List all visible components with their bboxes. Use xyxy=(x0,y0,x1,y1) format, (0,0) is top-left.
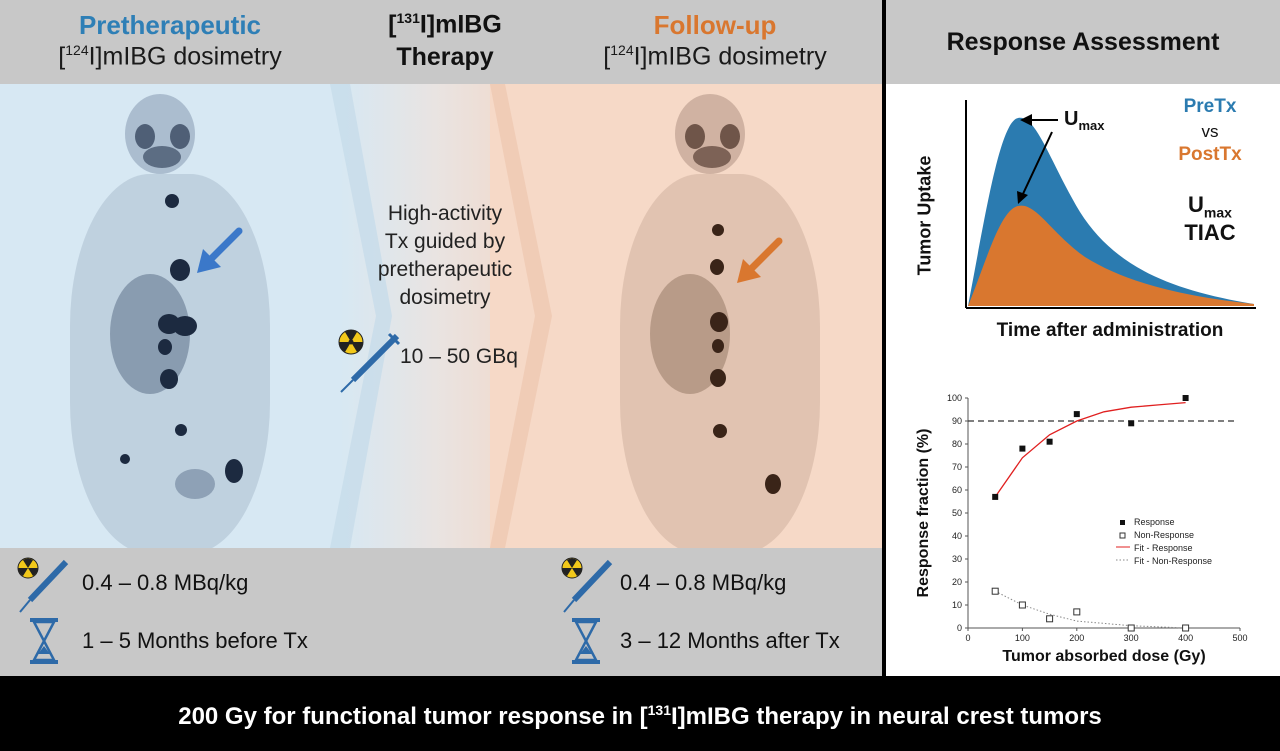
response-assessment-panel xyxy=(886,0,1280,676)
y-tick-label: 60 xyxy=(952,485,962,495)
x-tick-label: 500 xyxy=(1232,633,1247,643)
pretherapeutic-title: Pretherapeutic xyxy=(78,10,262,40)
y-tick-label: 0 xyxy=(957,623,962,633)
therapy-title: [131I]mIBG xyxy=(388,10,502,39)
non-response-point xyxy=(1073,608,1081,616)
non-response-point xyxy=(1182,624,1190,632)
non-response-point xyxy=(1127,624,1135,632)
x-tick-label: 200 xyxy=(1069,633,1084,643)
chevron-arrows xyxy=(330,84,552,548)
umax-pointer-label: Umax xyxy=(1064,108,1105,133)
non-response-point xyxy=(1018,601,1026,609)
hourglass-icon xyxy=(572,618,600,664)
response-title: Response Assessment xyxy=(946,28,1220,56)
fit-response-line xyxy=(994,401,1186,498)
fit-non-response-line xyxy=(994,590,1186,629)
vs-label: vs xyxy=(1201,122,1219,141)
legend-fit-non-response-label: Fit - Non-Response xyxy=(1134,556,1212,566)
legend-fit-response-label: Fit - Response xyxy=(1134,543,1193,553)
y-tick-label: 80 xyxy=(952,439,962,449)
umax-metric-label: Umax xyxy=(1188,192,1232,221)
follow-timing-text: 3 – 12 Months after Tx xyxy=(620,628,840,653)
x-tick-label: 300 xyxy=(1124,633,1139,643)
follow-up-scan-image xyxy=(580,84,880,554)
blue-arrow-icon xyxy=(197,227,243,273)
legend-response-label: Response xyxy=(1134,517,1175,527)
legend-non-response-label: Non-Response xyxy=(1134,530,1194,540)
response-header xyxy=(886,0,1280,84)
response-point xyxy=(1128,420,1135,427)
chart-xlabel: Tumor absorbed dose (Gy) xyxy=(1002,648,1205,665)
x-tick-label: 400 xyxy=(1178,633,1193,643)
radiation-syringe-icon xyxy=(17,557,69,613)
non-response-point xyxy=(991,587,999,595)
pretherapeutic-scan-image xyxy=(30,84,330,554)
y-tick-label: 50 xyxy=(952,508,962,518)
pre-info-band xyxy=(0,548,882,676)
radiation-syringe-icon xyxy=(561,557,613,613)
uptake-curve-diagram xyxy=(965,100,1256,309)
chart-ylabel: Response fraction (%) xyxy=(915,429,932,598)
response-point xyxy=(1019,445,1026,452)
follow-dose-text: 0.4 – 0.8 MBq/kg xyxy=(620,570,787,595)
y-tick-label: 100 xyxy=(947,393,962,403)
curve-xlabel: Time after administration xyxy=(996,320,1224,341)
follow-up-scan-area xyxy=(490,84,882,548)
left-header xyxy=(0,0,882,84)
activity-range: 10 – 50 GBq xyxy=(400,345,518,368)
x-tick-label: 0 xyxy=(965,633,970,643)
y-tick-label: 10 xyxy=(952,600,962,610)
curve-ylabel: Tumor Uptake xyxy=(914,155,935,276)
hourglass-icon xyxy=(30,618,58,664)
follow-up-subtitle: [124I]mIBG dosimetry xyxy=(603,42,827,71)
follow-up-title: Follow-up xyxy=(653,10,777,40)
response-point xyxy=(1182,395,1189,401)
pre-dose-text: 0.4 – 0.8 MBq/kg xyxy=(82,570,249,595)
therapy-description: High-activity Tx guided by pretherapeuti… xyxy=(377,202,513,309)
y-tick-label: 40 xyxy=(952,531,962,541)
radiation-syringe-icon xyxy=(338,329,401,393)
y-tick-label: 30 xyxy=(952,554,962,564)
orange-arrow-icon xyxy=(737,237,783,283)
legend-response-marker xyxy=(1120,520,1125,525)
x-tick-label: 100 xyxy=(1015,633,1030,643)
legend-non-response-marker xyxy=(1119,532,1126,539)
pretx-label: PreTx xyxy=(1183,96,1237,117)
tiac-label: TIAC xyxy=(1184,220,1236,245)
y-tick-label: 70 xyxy=(952,462,962,472)
footer-caption: 200 Gy for functional tumor response in … xyxy=(0,676,1280,745)
posttx-label: PostTx xyxy=(1178,144,1242,165)
pre-timing-text: 1 – 5 Months before Tx xyxy=(82,628,308,653)
y-tick-label: 20 xyxy=(952,577,962,587)
non-response-point xyxy=(1046,615,1054,623)
response-point xyxy=(1073,411,1080,418)
response-fraction-chart: 0 10 20 30 40 50 60 70 80 90 100 0 100 200 300 400 500 Re… xyxy=(915,393,1248,665)
response-point xyxy=(1046,438,1053,445)
y-tick-label: 90 xyxy=(952,416,962,426)
response-point xyxy=(992,493,999,500)
therapy-title-line2: Therapy xyxy=(396,43,494,71)
pretherapeutic-subtitle: [124I]mIBG dosimetry xyxy=(58,42,282,71)
